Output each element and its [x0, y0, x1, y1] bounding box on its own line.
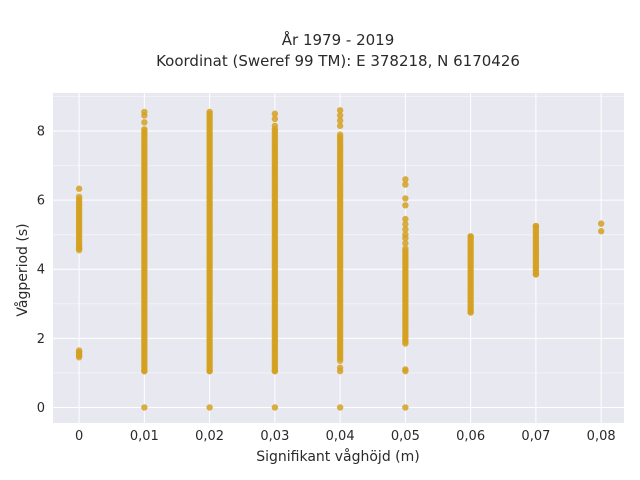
data-point: [206, 108, 213, 116]
x-tick-label: 0,07: [521, 429, 550, 444]
data-points: [75, 107, 605, 411]
data-point: [271, 110, 279, 117]
data-point: [75, 193, 83, 200]
data-point: [336, 367, 344, 375]
data-point: [402, 181, 409, 188]
data-point: [402, 176, 409, 183]
x-tick-label: 0,06: [456, 429, 485, 444]
data-point: [141, 404, 148, 411]
data-point: [402, 234, 409, 242]
data-point: [402, 226, 409, 233]
data-point: [141, 112, 148, 119]
x-axis-title: Signifikant våghöjd (m): [256, 448, 419, 465]
data-point: [141, 119, 148, 126]
x-tick-label: 0,02: [195, 429, 224, 444]
data-point: [402, 215, 409, 223]
data-point: [206, 404, 213, 411]
data-point: [75, 352, 83, 359]
x-tick-label: 0: [75, 429, 83, 444]
data-point: [336, 122, 344, 130]
data-point: [402, 245, 409, 252]
data-point: [141, 367, 148, 375]
x-tick-label: 0,05: [391, 429, 420, 444]
data-point: [402, 367, 409, 375]
data-point: [271, 115, 279, 123]
data-point: [597, 220, 605, 227]
data-point: [402, 202, 409, 209]
data-point: [467, 233, 474, 240]
y-tick-label: 4: [37, 263, 45, 278]
data-point: [75, 185, 83, 192]
data-point: [532, 222, 540, 230]
data-point: [336, 404, 344, 411]
tick-labels: 0 2 4 6 8 0 0,01 0,02 0,03 0,04 0,05 0,06 0,07 0,08: [37, 125, 616, 444]
data-point: [532, 271, 540, 278]
y-axis-title: Vågperiod (s): [14, 223, 31, 316]
x-tick-label: 0,01: [130, 429, 159, 444]
data-point: [402, 221, 409, 228]
x-tick-label: 0,03: [260, 429, 289, 444]
y-tick-label: 6: [37, 194, 45, 209]
x-tick-label: 0,04: [326, 429, 355, 444]
data-point: [597, 228, 605, 235]
data-point: [271, 126, 279, 133]
x-tick-label: 0,08: [587, 429, 616, 444]
chart-title: År 1979 - 2019: [282, 30, 395, 49]
data-point: [402, 195, 409, 202]
y-tick-label: 2: [37, 332, 45, 347]
data-point: [141, 126, 148, 133]
y-tick-label: 0: [37, 401, 45, 416]
data-point: [271, 404, 279, 411]
data-point: [336, 107, 344, 114]
data-point: [402, 404, 409, 411]
data-point: [336, 131, 344, 138]
data-point: [206, 367, 213, 375]
data-point: [402, 340, 409, 347]
data-point: [336, 117, 344, 124]
data-point: [402, 240, 409, 247]
data-point: [271, 367, 279, 375]
y-tick-label: 8: [37, 125, 45, 140]
data-point: [336, 112, 344, 119]
chart-subtitle: Koordinat (Sweref 99 TM): E 378218, N 61…: [156, 52, 520, 70]
data-point: [467, 309, 474, 316]
data-point: [75, 245, 83, 252]
